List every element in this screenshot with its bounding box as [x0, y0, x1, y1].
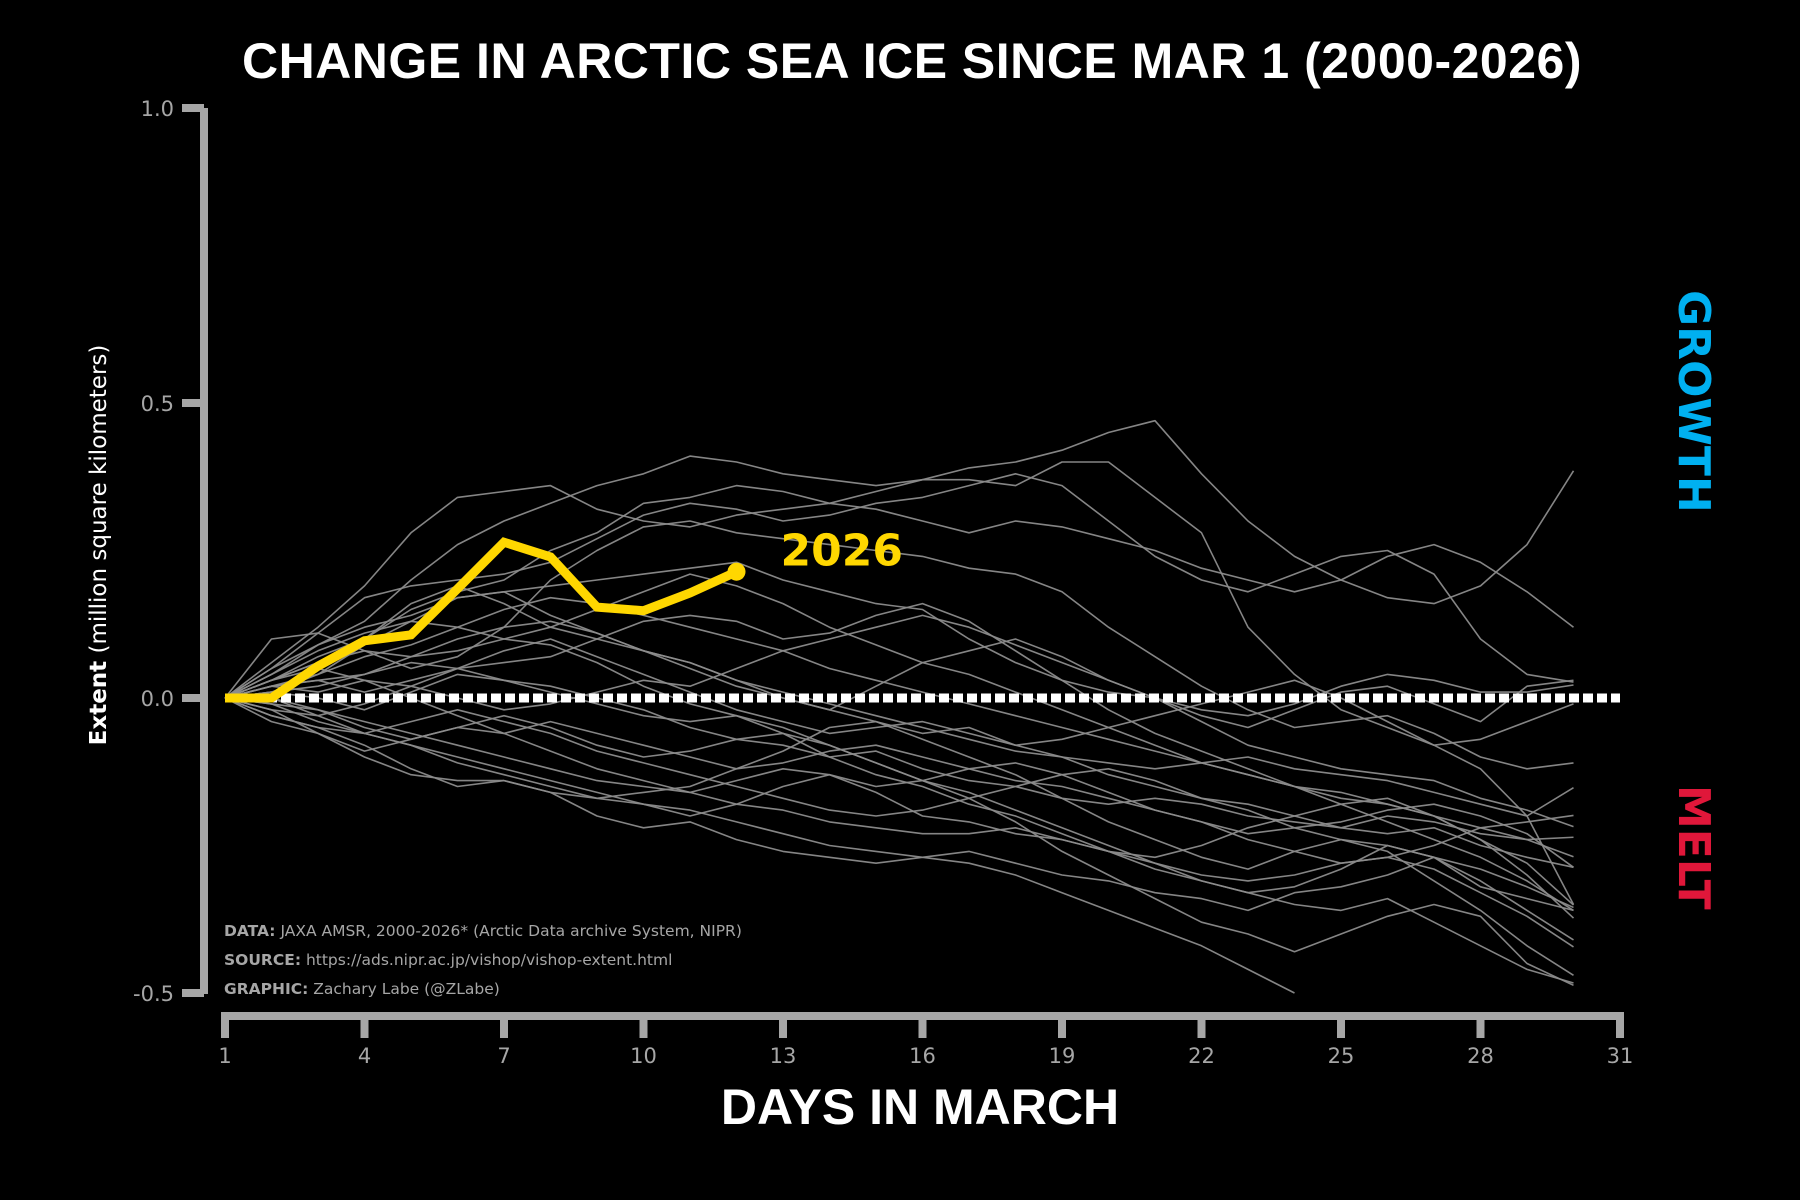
- credit-data: DATA: JAXA AMSR, 2000-2026* (Arctic Data…: [224, 922, 742, 940]
- series-line-2000: [224, 484, 1574, 699]
- series-line-2021: [224, 596, 1575, 919]
- series-line-2023: [224, 573, 1574, 912]
- y-tick-label: 1.0: [141, 97, 174, 121]
- y-axis-label: Extent (million square kilometers): [86, 345, 112, 746]
- series-line-2024: [224, 697, 1574, 868]
- credits: DATA: JAXA AMSR, 2000-2026* (Arctic Data…: [224, 922, 742, 998]
- growth-annotation: GROWTH: [1668, 290, 1719, 513]
- credit-graphic: GRAPHIC: Zachary Labe (@ZLabe): [224, 980, 500, 998]
- series-label-2026: 2026: [781, 526, 903, 577]
- credit-graphic-key: GRAPHIC:: [224, 980, 308, 998]
- series-line-2010: [224, 585, 1574, 729]
- x-tick-label: 22: [1188, 1044, 1215, 1068]
- series-endpoint-2026: [727, 562, 746, 581]
- x-tick-label: 10: [630, 1044, 657, 1068]
- x-tick-label: 31: [1607, 1044, 1634, 1068]
- series-line-2017: [224, 661, 1574, 841]
- x-tick-label: 13: [770, 1044, 797, 1068]
- y-axis-label-rest: (million square kilometers): [86, 345, 112, 661]
- series-line-2025: [225, 697, 1295, 994]
- credit-source-value: https://ads.nipr.ac.jp/vishop/vishop-ext…: [301, 951, 672, 969]
- x-tick-label: 4: [358, 1044, 371, 1068]
- series-line-2014: [224, 697, 1574, 976]
- series-line-2020: [224, 667, 1574, 948]
- series-line-2003: [224, 472, 1574, 699]
- series-line-2016: [225, 697, 1574, 987]
- series-line-2018: [224, 697, 1574, 909]
- melt-annotation: MELT: [1668, 785, 1719, 910]
- x-tick-label: 16: [909, 1044, 936, 1068]
- y-axis-label-bold: Extent: [86, 661, 112, 746]
- credit-data-value: JAXA AMSR, 2000-2026* (Arctic Data archi…: [276, 922, 742, 940]
- background-series-group: [224, 419, 1575, 994]
- credit-data-key: DATA:: [224, 922, 276, 940]
- series-line-2026: [225, 537, 739, 703]
- x-tick-label: 19: [1049, 1044, 1076, 1068]
- y-ticks: -0.5 0.0 0.5 1.0: [133, 97, 204, 1006]
- x-tick-label: 28: [1467, 1044, 1494, 1068]
- credit-source-key: SOURCE:: [224, 951, 301, 969]
- x-tick-label: 7: [497, 1044, 510, 1068]
- series-line-2006: [224, 697, 1574, 941]
- series-line-2008: [224, 697, 1575, 906]
- series-line-2009: [224, 620, 1574, 869]
- series-line-2007: [224, 602, 1574, 858]
- y-tick-label: 0.0: [141, 687, 174, 711]
- y-tick-label: -0.5: [133, 982, 174, 1006]
- highlight-series-group: [225, 537, 746, 703]
- y-tick-label: 0.5: [141, 392, 174, 416]
- x-axis-label: DAYS IN MARCH: [721, 1079, 1119, 1135]
- x-ticks: 1 4 7 10 13 16 19 22 25 28 31: [218, 1016, 1633, 1068]
- credit-source: SOURCE: https://ads.nipr.ac.jp/vishop/vi…: [224, 951, 672, 969]
- x-tick-label: 25: [1328, 1044, 1355, 1068]
- chart-title: CHANGE IN ARCTIC SEA ICE SINCE MAR 1 (20…: [242, 33, 1582, 89]
- series-line-2001: [224, 455, 1575, 905]
- series-line-2004: [224, 520, 1574, 770]
- credit-graphic-value: Zachary Labe (@ZLabe): [308, 980, 500, 998]
- x-tick-label: 1: [218, 1044, 231, 1068]
- series-line-2012: [224, 620, 1574, 984]
